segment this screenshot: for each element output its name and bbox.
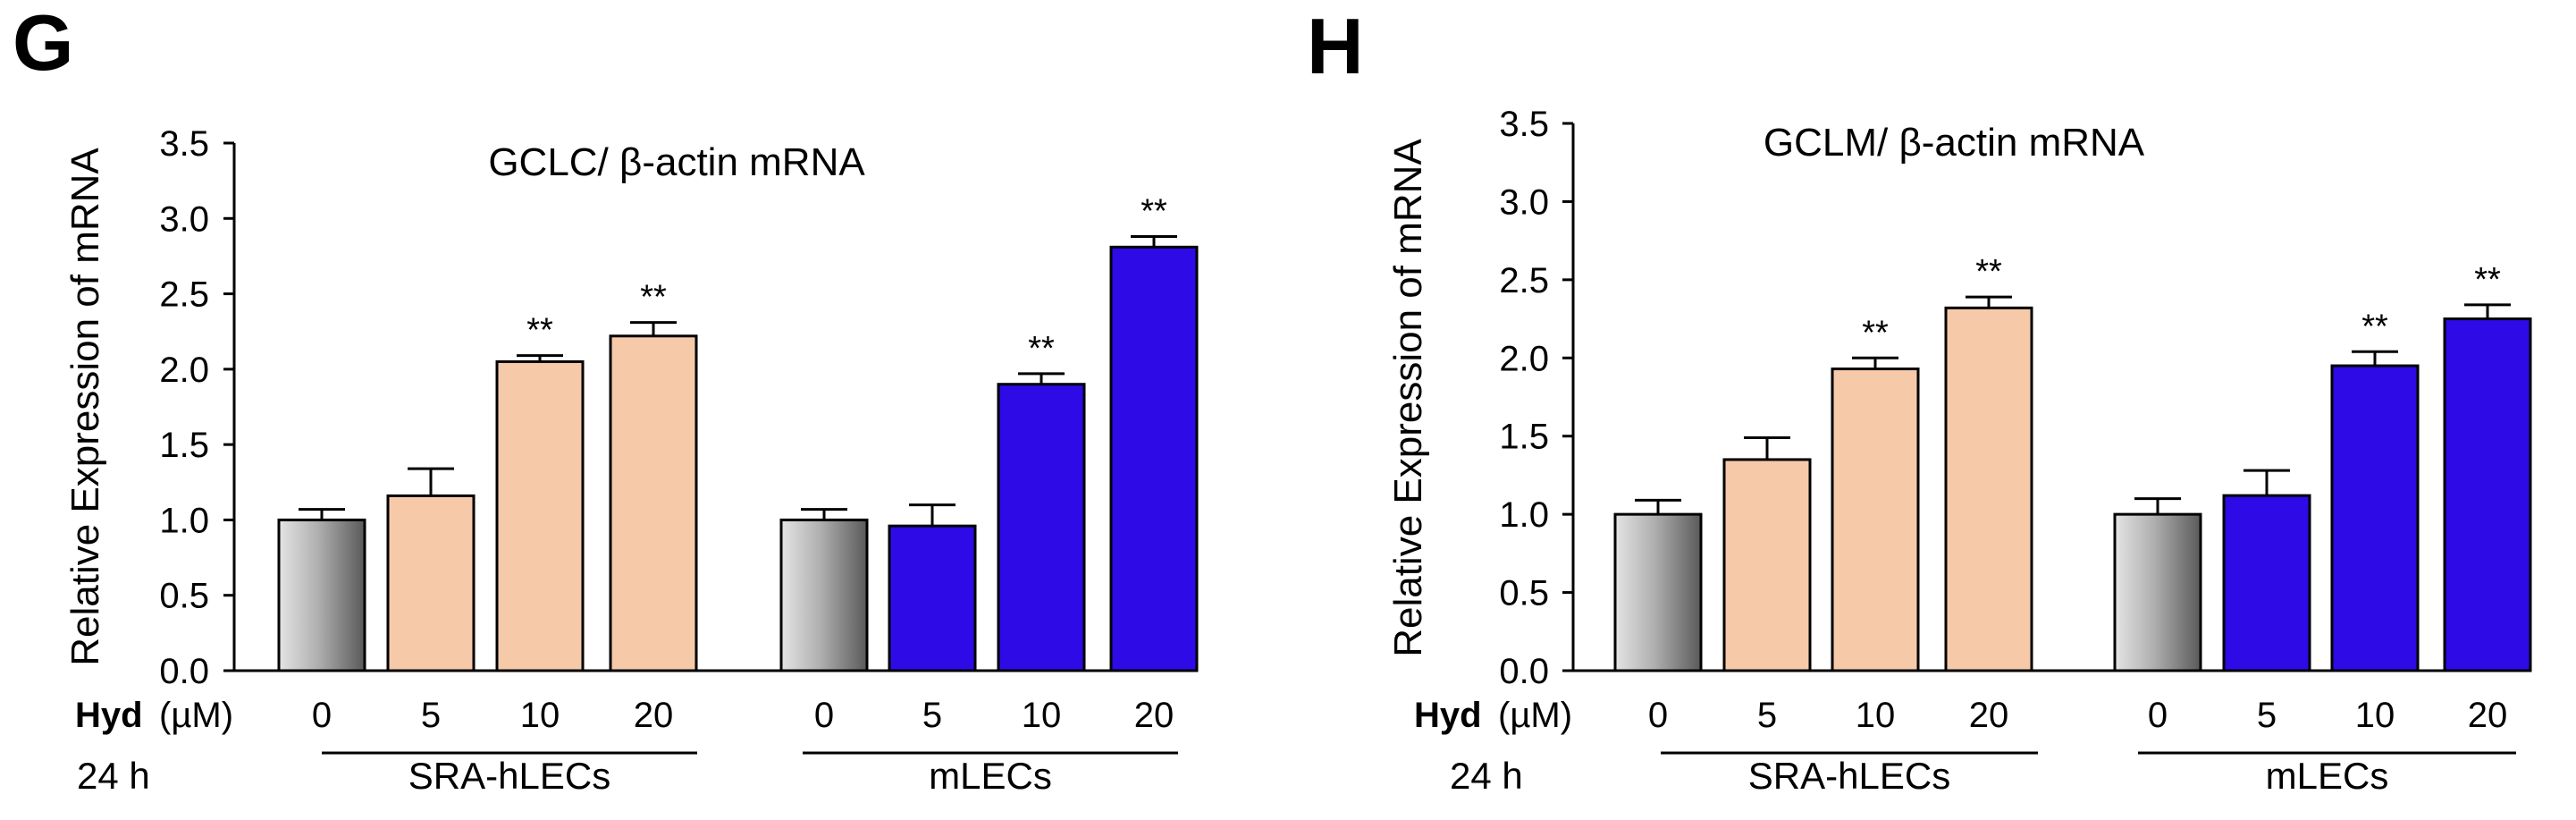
y-tick-label: 0.5 [1499,574,1549,613]
y-tick-label: 1.5 [159,426,209,465]
y-tick-label: 2.5 [1499,261,1549,300]
significance-label: ** [1975,253,2002,291]
significance-label: ** [2361,308,2388,345]
x-category-label: 0 [312,696,332,735]
time-label: 24 h [77,755,150,797]
bar [609,334,698,672]
bar [1109,245,1199,672]
bar [997,383,1086,672]
x-category-label: 20 [634,696,674,735]
x-category-label: 20 [1134,696,1174,735]
y-tick-label: 0.0 [159,652,209,691]
x-category-label: 0 [2148,696,2168,735]
y-tick-label: 1.0 [1499,495,1549,535]
y-tick-label: 2.0 [1499,339,1549,378]
treatment-unit: (µM) [1498,696,1572,735]
bar [779,518,869,672]
y-tick-label: 3.5 [1499,105,1549,144]
significance-label: ** [2474,261,2501,299]
x-category-label: 5 [421,696,441,735]
bar [277,518,366,672]
x-category-label: 20 [2468,696,2508,735]
bar [2443,317,2532,672]
chart-panel-h: H GCLM/ β-actin mRNA Relative Expression o… [1307,2,2532,797]
panel-letter: G [13,0,73,87]
x-category-label: 5 [922,696,942,735]
bar [2330,364,2420,672]
bar [1613,512,1703,672]
bar [386,494,476,672]
y-tick-label: 3.5 [159,124,209,164]
chart-panel-g: G GCLC/ β-actin mRNA Relative Expression o… [13,0,1199,797]
bar [2222,494,2311,672]
significance-label: ** [1028,330,1055,368]
y-tick-label: 0.5 [159,577,209,616]
x-category-label: 0 [1648,696,1668,735]
y-axis-label: Relative Expression of mRNA [63,148,107,666]
y-tick-label: 2.0 [159,351,209,390]
x-category-label: 0 [814,696,834,735]
group-label: SRA-hLECs [408,755,610,797]
x-category-label: 5 [1757,696,1777,735]
x-category-label: 10 [1856,696,1896,735]
bar [1831,368,1920,672]
x-category-label: 10 [520,696,560,735]
bar [1722,458,1812,672]
y-tick-label: 2.5 [159,275,209,315]
group-label: mLECs [2266,755,2389,797]
y-tick-label: 1.5 [1499,418,1549,457]
x-category-label: 10 [1022,696,1062,735]
treatment-label: Hyd [75,696,143,735]
y-tick-label: 3.0 [1499,182,1549,222]
y-tick-label: 1.0 [159,501,209,540]
chart-title: GCLM/ β-actin mRNA [1764,121,2145,165]
significance-label: ** [1141,193,1167,231]
y-tick-label: 3.0 [159,199,209,239]
significance-label: ** [640,279,667,317]
panel-letter: H [1307,2,1364,90]
treatment-label: Hyd [1414,696,1482,735]
time-label: 24 h [1450,755,1523,797]
bar [1944,306,2033,672]
group-label: SRA-hLECs [1748,755,1950,797]
bar [2113,512,2202,672]
group-label: mLECs [929,755,1052,797]
significance-label: ** [526,312,553,350]
y-axis-label: Relative Expression of mRNA [1386,139,1430,657]
chart-title: GCLC/ β-actin mRNA [488,140,865,184]
treatment-unit: (µM) [159,696,233,735]
x-category-label: 5 [2257,696,2277,735]
x-category-label: 20 [1969,696,2009,735]
bar [495,359,585,672]
x-category-label: 10 [2355,696,2395,735]
significance-label: ** [1862,314,1889,351]
y-tick-label: 0.0 [1499,652,1549,691]
bar [888,524,977,672]
